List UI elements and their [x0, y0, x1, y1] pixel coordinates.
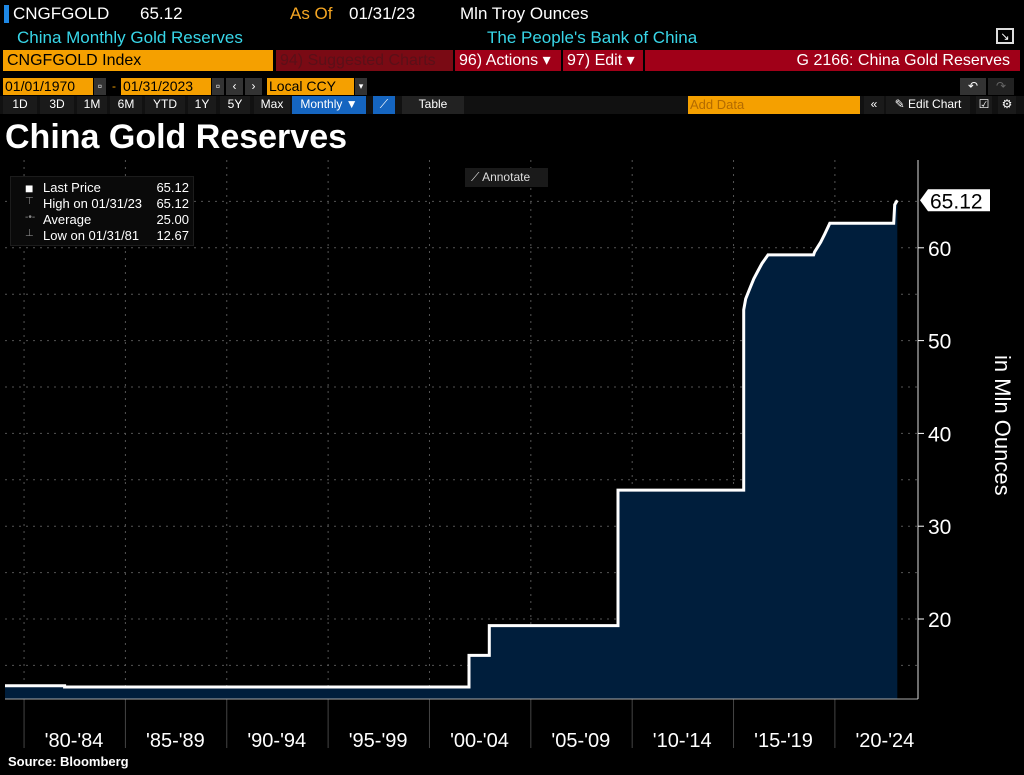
- period-1m[interactable]: 1M: [77, 96, 107, 114]
- low-marker-icon: ⊥: [25, 228, 34, 239]
- suggested-charts-button[interactable]: 94) Suggested Charts: [276, 50, 453, 71]
- legend-row: ■ Last Price 65.12: [15, 180, 191, 196]
- square-icon: ■: [25, 180, 34, 196]
- legend-value: 65.12: [156, 180, 189, 195]
- description: China Monthly Gold Reserves: [17, 28, 243, 47]
- start-date-input[interactable]: 01/01/1970: [3, 78, 93, 95]
- currency-select[interactable]: Local CCY: [267, 78, 354, 95]
- actions-button[interactable]: 96) Actions ▾: [455, 50, 561, 71]
- source-name: The People's Bank of China: [487, 28, 698, 47]
- popout-icon[interactable]: ↘: [996, 28, 1014, 44]
- y-tick-label: 50: [928, 331, 951, 354]
- units: Mln Troy Ounces: [460, 4, 589, 23]
- undo-icon[interactable]: ↶: [960, 78, 986, 95]
- annotate-label: Annotate: [482, 170, 531, 184]
- next-icon[interactable]: ›: [245, 78, 262, 95]
- legend: ■ Last Price 65.12 ⊤ High on 01/31/23 65.12 -•…: [10, 176, 194, 246]
- legend-value: 25.00: [156, 212, 189, 227]
- period-ytd[interactable]: YTD: [145, 96, 185, 114]
- x-tick-label: '05-'09: [551, 730, 610, 752]
- legend-value: 12.67: [156, 228, 189, 243]
- y-axis-label: in Mln Ounces: [990, 355, 1015, 496]
- legend-row: ⊥ Low on 01/31/81 12.67: [15, 228, 191, 244]
- date-separator: -: [112, 79, 116, 93]
- period-max[interactable]: Max: [254, 96, 290, 114]
- x-tick-label: '80-'84: [45, 730, 104, 752]
- legend-row: -•- Average 25.00: [15, 212, 191, 228]
- legend-value: 65.12: [156, 196, 189, 211]
- line-chart-icon[interactable]: ⟋: [373, 96, 395, 114]
- chart-id: G 2166: China Gold Reserves: [645, 50, 1020, 71]
- legend-label: Average: [43, 212, 92, 227]
- period-5y[interactable]: 5Y: [220, 96, 250, 114]
- high-marker-icon: ⊤: [25, 196, 34, 207]
- x-tick-label: '15-'19: [754, 730, 813, 752]
- end-date-input[interactable]: 01/31/2023: [121, 78, 211, 95]
- pencil-icon: ✎: [894, 97, 909, 111]
- annotate-button[interactable]: ⟋ Annotate: [465, 168, 548, 187]
- y-tick-label: 40: [928, 423, 951, 446]
- x-tick-label: '90-'94: [247, 730, 306, 752]
- checkbox-icon[interactable]: ☑: [976, 96, 992, 114]
- frequency-select[interactable]: Monthly ▼: [292, 96, 366, 114]
- y-tick-label: 60: [928, 238, 951, 261]
- as-of-date: 01/31/23: [349, 4, 416, 23]
- period-1d[interactable]: 1D: [3, 96, 37, 114]
- y-tick-label: 30: [928, 516, 951, 539]
- edit-chart-button[interactable]: ✎ Edit Chart: [886, 96, 970, 114]
- pencil-icon: ⟋: [471, 170, 483, 184]
- redo-icon[interactable]: ↷: [988, 78, 1014, 95]
- period-1y[interactable]: 1Y: [188, 96, 216, 114]
- as-of-label: As Of: [290, 4, 333, 23]
- source-footer: Source: Bloomberg: [8, 754, 129, 769]
- chevron-down-icon[interactable]: ▾: [355, 78, 367, 95]
- table-button[interactable]: Table: [402, 96, 464, 114]
- prev-icon[interactable]: ‹: [226, 78, 243, 95]
- x-tick-label: '20-'24: [855, 730, 914, 752]
- security-field[interactable]: CNGFGOLD Index: [3, 50, 273, 71]
- last-value-label: 65.12: [930, 190, 983, 213]
- last-value: 65.12: [140, 4, 183, 23]
- period-6m[interactable]: 6M: [110, 96, 142, 114]
- average-marker-icon: -•-: [25, 212, 36, 223]
- calendar-icon[interactable]: ▫: [94, 78, 106, 95]
- edit-button[interactable]: 97) Edit ▾: [563, 50, 643, 71]
- x-tick-label: '95-'99: [349, 730, 408, 752]
- x-tick-label: '85-'89: [146, 730, 205, 752]
- period-3d[interactable]: 3D: [40, 96, 74, 114]
- collapse-icon[interactable]: «: [864, 96, 884, 114]
- legend-row: ⊤ High on 01/31/23 65.12: [15, 196, 191, 212]
- legend-label: Last Price: [43, 180, 101, 195]
- series-line: [5, 199, 899, 689]
- area-fill: [5, 200, 898, 700]
- edit-chart-label: Edit Chart: [908, 97, 962, 111]
- legend-label: High on 01/31/23: [43, 196, 143, 211]
- ticker-marker: [4, 5, 9, 23]
- x-tick-label: '00-'04: [450, 730, 509, 752]
- last-value-tag: [920, 189, 990, 212]
- chart-title: China Gold Reserves: [5, 118, 348, 156]
- gear-icon[interactable]: ⚙: [998, 96, 1016, 114]
- x-tick-label: '10-'14: [653, 730, 712, 752]
- legend-label: Low on 01/31/81: [43, 228, 140, 243]
- ticker: CNGFGOLD: [13, 4, 110, 23]
- y-tick-label: 20: [928, 609, 951, 632]
- add-data-input[interactable]: Add Data: [688, 96, 860, 114]
- calendar-icon[interactable]: ▫: [212, 78, 224, 95]
